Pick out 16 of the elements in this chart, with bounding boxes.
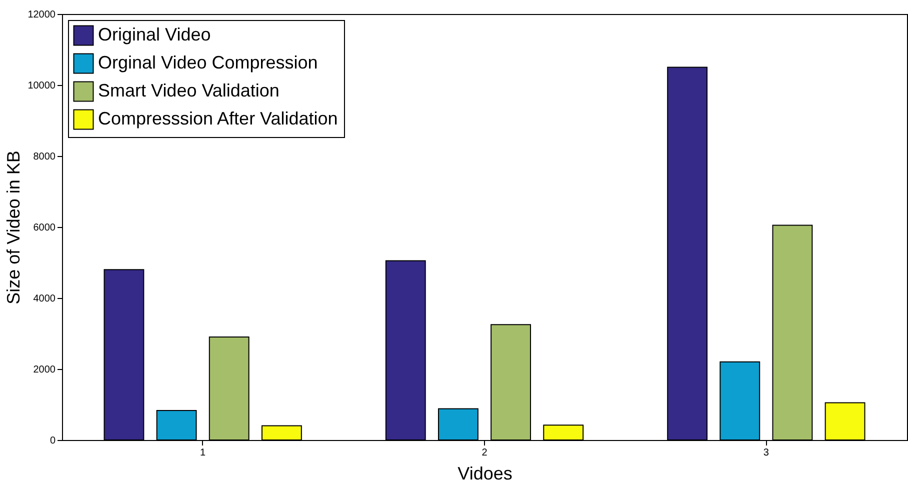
legend-label: Orginal Video Compression	[98, 52, 318, 72]
y-tick-label: 0	[50, 436, 56, 446]
y-tick-label: 4000	[33, 294, 56, 304]
legend-label: Original Video	[98, 24, 211, 44]
y-tick-label: 10000	[28, 80, 56, 92]
y-axis-title: Size of Video in KB	[4, 150, 24, 304]
y-tick-label: 2000	[33, 364, 56, 376]
legend-label: Smart Video Validation	[98, 80, 280, 100]
y-tick-label: 8000	[33, 152, 56, 162]
x-tick-label: 2	[482, 448, 488, 458]
y-tick-label: 12000	[28, 10, 56, 20]
x-tick-label: 1	[200, 448, 206, 458]
legend-label: Compresssion After Validation	[98, 108, 338, 128]
x-axis-title: Vidoes	[458, 464, 512, 484]
y-tick-label: 6000	[33, 222, 56, 234]
x-tick-label: 3	[763, 448, 770, 458]
